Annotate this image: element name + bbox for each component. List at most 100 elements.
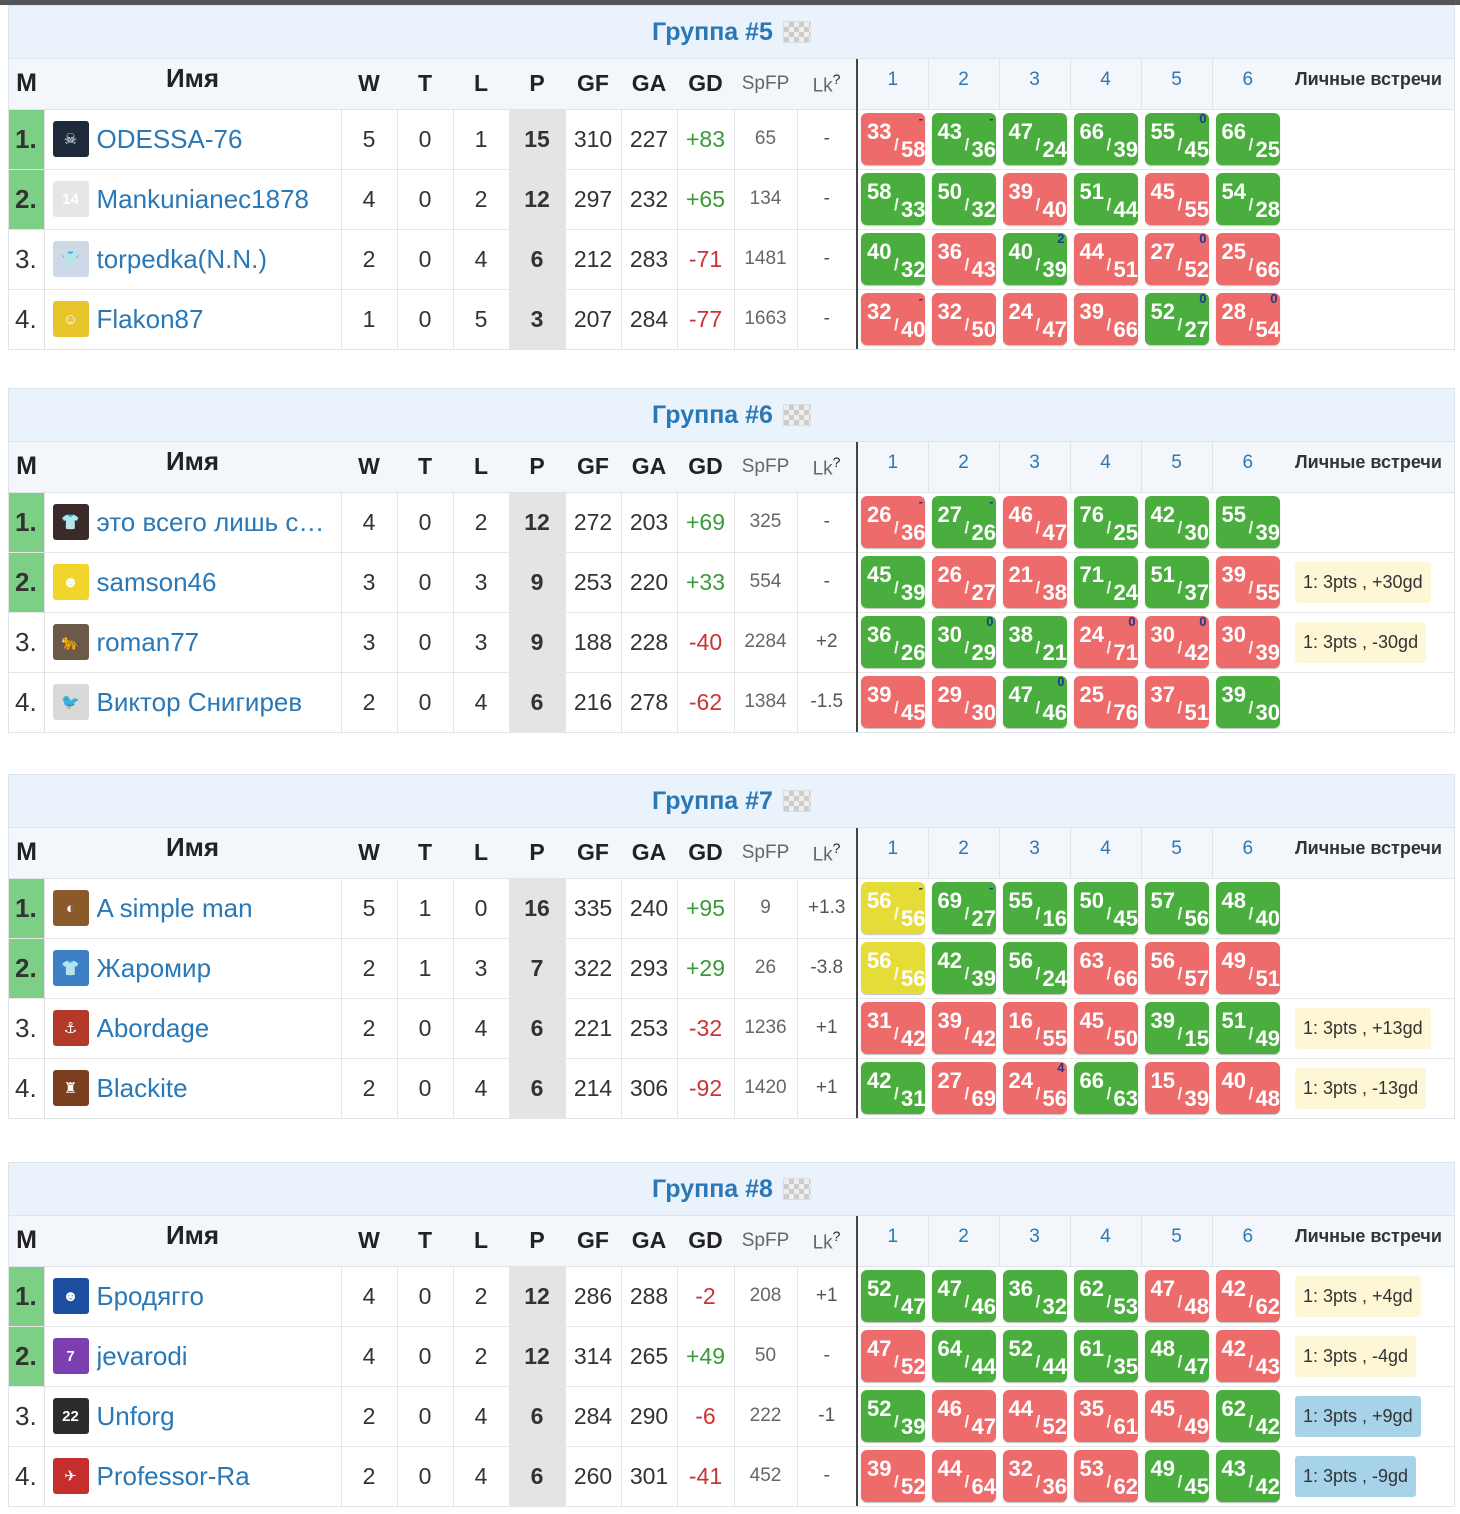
match-result[interactable]: 31/42 xyxy=(861,1002,925,1054)
match-result[interactable]: 28/54 0 xyxy=(1215,291,1280,346)
match-result[interactable]: 53/62 xyxy=(1073,1450,1138,1503)
avatar[interactable]: 👕 xyxy=(52,950,89,986)
match-result[interactable]: 57/56 xyxy=(1144,882,1209,934)
match-result[interactable]: 29/30 xyxy=(931,676,996,729)
match-result[interactable]: 52/39 xyxy=(861,1390,925,1442)
match-result[interactable]: 33/58 - xyxy=(861,111,925,165)
match-result[interactable]: 36/26 xyxy=(861,616,925,668)
help-icon[interactable]: ? xyxy=(832,70,841,87)
match-result[interactable]: 42/62 xyxy=(1215,1270,1280,1322)
match-result[interactable]: 26/36 - xyxy=(861,494,925,548)
match-result[interactable]: 40/39 2 xyxy=(1002,231,1067,285)
player-name-link[interactable]: Жаромир xyxy=(96,952,212,983)
player-name-link[interactable]: samson46 xyxy=(96,566,217,597)
group-title[interactable]: Группа #8 xyxy=(652,1174,773,1203)
match-result[interactable]: 46/47 xyxy=(1002,496,1067,548)
match-result[interactable]: 27/26 - xyxy=(931,494,996,548)
avatar[interactable]: ☻ xyxy=(52,564,89,600)
player-name-link[interactable]: ODESSA-76 xyxy=(96,123,243,154)
player-name-link[interactable]: это всего лишь с… xyxy=(96,506,325,537)
player-name-link[interactable]: jevarodi xyxy=(96,1340,188,1371)
match-result[interactable]: 55/16 xyxy=(1002,882,1067,934)
match-result[interactable]: 30/39 xyxy=(1215,616,1280,668)
match-result[interactable]: 40/48 xyxy=(1215,1062,1280,1115)
match-result[interactable]: 40/32 xyxy=(861,233,925,285)
avatar[interactable]: ☻ xyxy=(52,1278,89,1314)
match-result[interactable]: 39/55 xyxy=(1215,556,1280,608)
group-title[interactable]: Группа #7 xyxy=(652,786,773,815)
match-result[interactable]: 39/66 xyxy=(1073,293,1138,346)
match-result[interactable]: 47/52 xyxy=(861,1330,925,1382)
match-result[interactable]: 24/71 0 xyxy=(1073,614,1138,668)
match-result[interactable]: 52/27 0 xyxy=(1144,291,1209,346)
match-result[interactable]: 15/39 xyxy=(1144,1062,1209,1115)
help-icon[interactable]: ? xyxy=(832,839,841,856)
avatar[interactable]: 🐦 xyxy=(52,684,89,721)
player-name-link[interactable]: A simple man xyxy=(96,892,253,923)
match-result[interactable]: 16/55 xyxy=(1002,1002,1067,1054)
group-title[interactable]: Группа #6 xyxy=(652,400,773,429)
match-result[interactable]: 45/55 xyxy=(1144,173,1209,225)
match-result[interactable]: 38/21 xyxy=(1002,616,1067,668)
match-result[interactable]: 52/47 xyxy=(861,1270,925,1322)
match-result[interactable]: 45/39 xyxy=(861,556,925,608)
player-name-link[interactable]: Бродягго xyxy=(96,1280,205,1311)
match-result[interactable]: 63/66 xyxy=(1073,942,1138,994)
match-result[interactable]: 51/44 xyxy=(1073,173,1138,225)
match-result[interactable]: 39/45 xyxy=(861,676,925,729)
match-result[interactable]: 61/35 xyxy=(1073,1330,1138,1382)
avatar[interactable]: 👕 xyxy=(52,241,89,277)
match-result[interactable]: 32/50 xyxy=(931,293,996,346)
match-result[interactable]: 21/38 xyxy=(1002,556,1067,608)
match-result[interactable]: 27/69 xyxy=(931,1062,996,1115)
match-result[interactable]: 76/25 xyxy=(1073,496,1138,548)
match-result[interactable]: 32/40 - xyxy=(861,291,925,346)
avatar[interactable]: 14 xyxy=(52,181,89,217)
match-result[interactable]: 47/24 xyxy=(1002,113,1067,165)
match-result[interactable]: 47/46 0 xyxy=(1002,674,1067,729)
match-result[interactable]: 24/47 xyxy=(1002,293,1067,346)
match-result[interactable]: 39/30 xyxy=(1215,676,1280,729)
match-result[interactable]: 25/66 xyxy=(1215,233,1280,285)
match-result[interactable]: 66/63 xyxy=(1073,1062,1138,1115)
match-result[interactable]: 62/42 xyxy=(1215,1390,1280,1442)
match-result[interactable]: 43/42 xyxy=(1215,1450,1280,1503)
match-result[interactable]: 42/31 xyxy=(861,1062,925,1115)
match-result[interactable]: 56/56 xyxy=(861,942,925,994)
avatar[interactable]: ⚓ xyxy=(52,1010,89,1046)
match-result[interactable]: 45/49 xyxy=(1144,1390,1209,1442)
match-result[interactable]: 50/32 xyxy=(931,173,996,225)
match-result[interactable]: 42/30 xyxy=(1144,496,1209,548)
player-name-link[interactable]: Professor-Ra xyxy=(96,1460,250,1491)
match-result[interactable]: 52/44 xyxy=(1002,1330,1067,1382)
avatar[interactable]: 👕 xyxy=(52,504,89,540)
match-result[interactable]: 36/32 xyxy=(1002,1270,1067,1322)
match-result[interactable]: 44/64 xyxy=(931,1450,996,1503)
match-result[interactable]: 69/27 - xyxy=(931,880,996,934)
match-result[interactable]: 49/45 xyxy=(1144,1450,1209,1503)
match-result[interactable]: 43/36 - xyxy=(931,111,996,165)
match-result[interactable]: 66/25 xyxy=(1215,113,1280,165)
match-result[interactable]: 25/76 xyxy=(1073,676,1138,729)
match-result[interactable]: 58/33 xyxy=(861,173,925,225)
avatar[interactable]: ☺ xyxy=(52,301,89,338)
avatar[interactable]: ✈ xyxy=(52,1458,89,1495)
match-result[interactable]: 42/39 xyxy=(931,942,996,994)
match-result[interactable]: 47/46 xyxy=(931,1270,996,1322)
match-result[interactable]: 55/39 xyxy=(1215,496,1280,548)
group-title[interactable]: Группа #5 xyxy=(652,17,773,46)
match-result[interactable]: 62/53 xyxy=(1073,1270,1138,1322)
player-name-link[interactable]: Unforg xyxy=(96,1400,175,1431)
player-name-link[interactable]: Виктор Снигирев xyxy=(96,686,303,717)
match-result[interactable]: 51/37 xyxy=(1144,556,1209,608)
player-name-link[interactable]: roman77 xyxy=(96,626,200,657)
match-result[interactable]: 27/52 0 xyxy=(1144,231,1209,285)
match-result[interactable]: 48/47 xyxy=(1144,1330,1209,1382)
player-name-link[interactable]: Flakon87 xyxy=(96,303,204,334)
match-result[interactable]: 42/43 xyxy=(1215,1330,1280,1382)
match-result[interactable]: 30/29 0 xyxy=(931,614,996,668)
match-result[interactable]: 54/28 xyxy=(1215,173,1280,225)
player-name-link[interactable]: Abordage xyxy=(96,1012,210,1043)
avatar[interactable]: ◐ xyxy=(52,890,89,926)
match-result[interactable]: 47/48 xyxy=(1144,1270,1209,1322)
